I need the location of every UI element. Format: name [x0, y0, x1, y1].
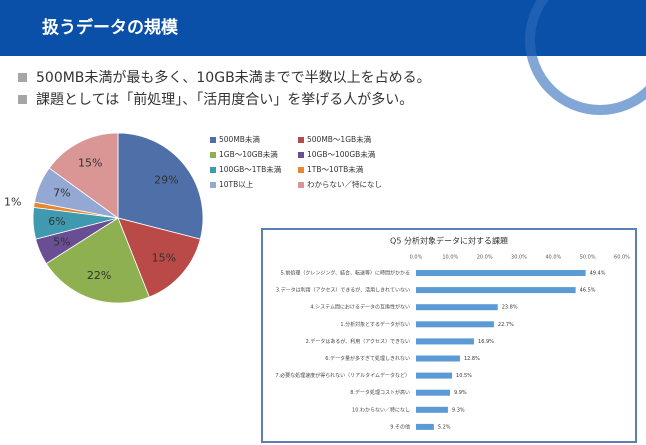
bullet-icon [18, 95, 27, 104]
legend-swatch [210, 182, 216, 188]
value-label: 16.9% [478, 339, 494, 345]
legend-swatch [210, 152, 216, 158]
bullet-text: 課題としては「前処理」、「活用度合い」を挙げる人が多い。 [36, 91, 413, 108]
y-tick-label: 8.データ処理コストが高い [350, 389, 410, 396]
y-tick-label: 1.分析対象とするデータがない [340, 321, 410, 328]
x-tick-label: 60.0% [614, 255, 630, 261]
bar-chart-frame [261, 228, 637, 443]
y-tick-label: 9.その他 [390, 423, 410, 430]
header-decoration [525, 0, 646, 115]
pie-label: 29% [154, 173, 178, 186]
pie-label: 7% [53, 187, 70, 200]
legend-label: 100GB～1TB未満 [219, 164, 282, 174]
pie-slice [117, 217, 201, 298]
y-tick-label: 10.わからない／特になし [352, 406, 410, 413]
pie-label: 22% [87, 269, 111, 282]
slide-title: 扱うデータの規模 [42, 17, 179, 38]
y-tick-label: 3.データは利用（アクセス）できるが、活用しきれていない [276, 287, 410, 294]
bar [416, 406, 448, 413]
bar [416, 321, 494, 328]
legend-label: 500MB～1GB未満 [307, 134, 372, 144]
pie-label: 5% [53, 235, 70, 248]
y-tick-label: 2.データはあるが、利用（アクセス）できない [306, 338, 410, 345]
value-label: 12.8% [464, 356, 480, 362]
value-label: 22.7% [498, 322, 514, 328]
x-tick-label: 0.0% [410, 255, 423, 261]
x-tick-label: 40.0% [545, 255, 561, 261]
x-tick-label: 30.0% [511, 255, 527, 261]
pie-label: 15% [152, 251, 176, 264]
pie-label: 6% [48, 215, 65, 228]
value-label: 10.5% [456, 373, 472, 379]
bar [416, 389, 450, 396]
legend-swatch [298, 152, 304, 158]
bar [416, 423, 434, 430]
legend-swatch [298, 182, 304, 188]
bar [416, 355, 460, 362]
bar [416, 287, 576, 294]
legend-swatch [210, 137, 216, 143]
legend-label: 1TB～10TB未満 [307, 164, 364, 174]
pie-label: 15% [78, 156, 102, 169]
pie-slice [48, 132, 119, 219]
legend-swatch [298, 167, 304, 173]
legend-swatch [298, 137, 304, 143]
value-label: 23.8% [502, 305, 518, 311]
legend-label: 1GB～10GB未満 [219, 149, 278, 159]
y-tick-label: 5.前処理（クレンジング、結合、転送等）に時間がかかる [281, 270, 410, 277]
value-label: 49.4% [590, 271, 606, 277]
value-label: 9.9% [454, 390, 467, 396]
pie-slice [45, 217, 150, 304]
value-label: 9.3% [452, 407, 465, 413]
y-tick-label: 7.必要な処理速度が得られない（リアルタイムデータなど） [275, 372, 410, 379]
bar-chart-title: Q5 分析対象データに対する課題 [390, 236, 508, 246]
bar [416, 270, 586, 276]
value-label: 46.5% [580, 288, 596, 294]
legend-label: わからない／特になし [307, 179, 382, 189]
bullet-text: 500MB未満が最も多く、10GB未満までで半数以上を占める。 [36, 69, 431, 86]
legend-label: 10GB～100GB未満 [307, 149, 376, 159]
pie-label: 1% [4, 196, 21, 209]
value-label: 5.2% [438, 424, 451, 430]
x-tick-label: 10.0% [442, 255, 458, 261]
x-tick-label: 20.0% [477, 255, 493, 261]
legend-swatch [210, 167, 216, 173]
legend-label: 10TB以上 [219, 180, 254, 189]
legend-label: 500MB未満 [219, 134, 260, 144]
y-tick-label: 4.システム間におけるデータの互換性がない [310, 304, 410, 311]
bar [416, 338, 475, 345]
x-tick-label: 50.0% [580, 255, 596, 261]
pie-slice [117, 132, 204, 240]
y-tick-label: 6.データ量が多すぎて処理しきれない [325, 355, 410, 362]
bar [416, 304, 498, 311]
bar [416, 372, 453, 379]
bullet-icon [18, 73, 27, 82]
